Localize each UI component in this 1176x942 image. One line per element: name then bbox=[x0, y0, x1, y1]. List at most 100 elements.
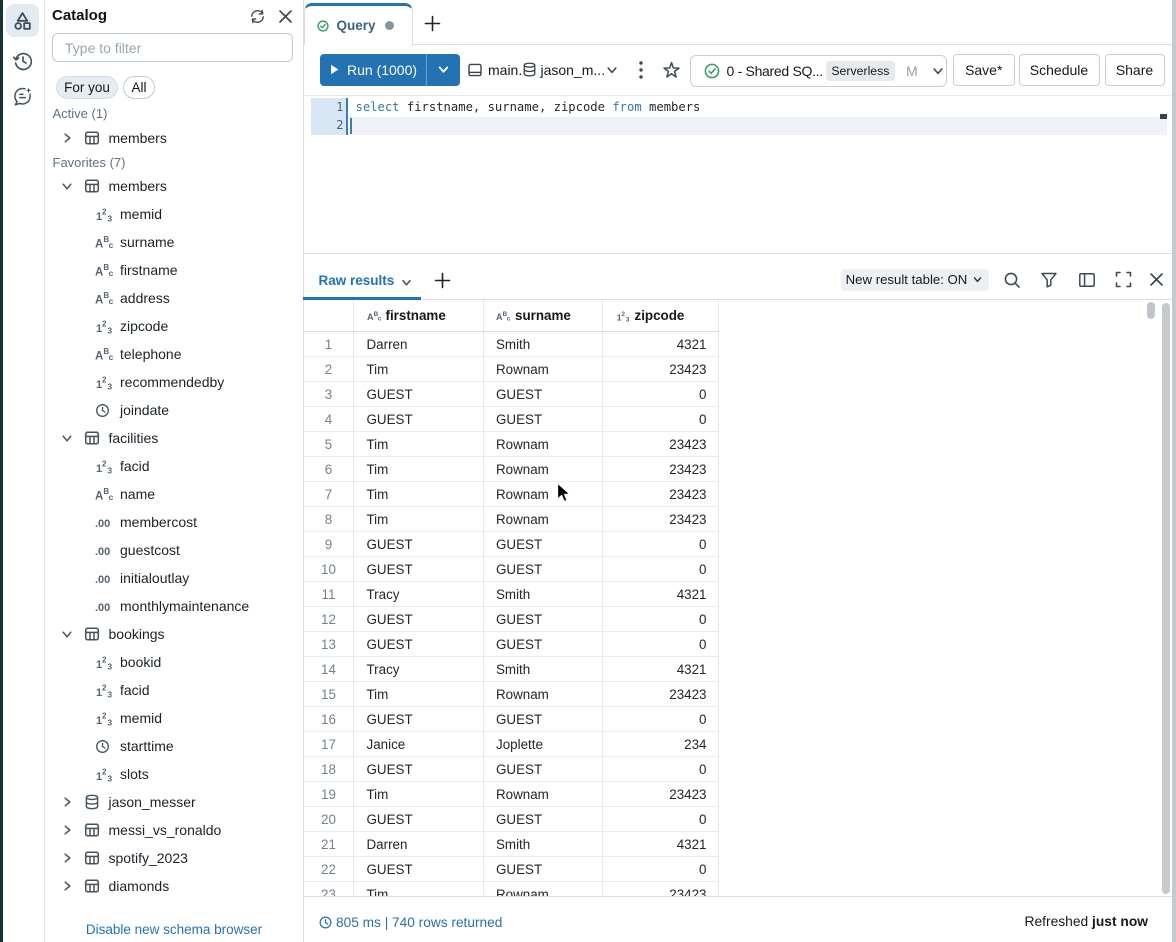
cell-firstname[interactable]: GUEST bbox=[353, 406, 484, 432]
cell-zipcode[interactable]: 23423 bbox=[602, 506, 719, 532]
grid-row-15[interactable]: 15 Tim Rownam 23423 bbox=[304, 681, 719, 707]
cell-firstname[interactable]: Tracy bbox=[353, 656, 484, 682]
tab-query[interactable]: Query bbox=[303, 3, 413, 45]
cell-surname[interactable]: GUEST bbox=[483, 806, 603, 832]
tree-item-initialoutlay[interactable]: .00 initialoutlay bbox=[45, 564, 303, 592]
grid-row-21[interactable]: 21 Darren Smith 4321 bbox=[304, 831, 719, 857]
grid-row-3[interactable]: 3 GUEST GUEST 0 bbox=[304, 381, 719, 407]
new-result-table-select[interactable]: New result table: ON bbox=[840, 269, 989, 291]
warehouse-selector[interactable]: 0 - Shared SQ... Serverless M bbox=[689, 55, 947, 87]
query-duration-status[interactable]: 805 ms | 740 rows returned bbox=[319, 915, 502, 930]
cell-firstname[interactable]: GUEST bbox=[353, 756, 484, 782]
chevron-right-icon[interactable] bbox=[61, 852, 73, 864]
cell-surname[interactable]: GUEST bbox=[483, 756, 603, 782]
tree-item-slots[interactable]: 1 2 3 slots bbox=[45, 760, 303, 788]
grid-row-9[interactable]: 9 GUEST GUEST 0 bbox=[304, 531, 719, 557]
close-results-icon[interactable] bbox=[1148, 271, 1166, 289]
cell-zipcode[interactable]: 23423 bbox=[602, 781, 719, 807]
cell-firstname[interactable]: Tim bbox=[353, 456, 484, 482]
refresh-icon[interactable] bbox=[249, 8, 266, 25]
cell-zipcode[interactable]: 4321 bbox=[602, 656, 719, 682]
grid-row-18[interactable]: 18 GUEST GUEST 0 bbox=[304, 756, 719, 782]
grid-row-17[interactable]: 17 Janice Joplette 234 bbox=[304, 731, 719, 757]
grid-row-14[interactable]: 14 Tracy Smith 4321 bbox=[304, 656, 719, 682]
kebab-menu-button[interactable] bbox=[631, 54, 651, 86]
cell-surname[interactable]: Rownam bbox=[483, 681, 603, 707]
cell-zipcode[interactable]: 23423 bbox=[602, 431, 719, 457]
grid-row-20[interactable]: 20 GUEST GUEST 0 bbox=[304, 806, 719, 832]
tree-item-guestcost[interactable]: .00 guestcost bbox=[45, 536, 303, 564]
editor-results-splitter[interactable] bbox=[304, 252, 1172, 254]
tree-item-facid[interactable]: 1 2 3 facid bbox=[45, 676, 303, 704]
rail-assistant-button[interactable] bbox=[6, 79, 39, 112]
schema-selector[interactable]: jason_m... bbox=[522, 54, 605, 86]
grid-row-23[interactable]: 23 Tim Rownam 23423 bbox=[304, 881, 719, 896]
grid-row-10[interactable]: 10 GUEST GUEST 0 bbox=[304, 556, 719, 582]
cell-firstname[interactable]: GUEST bbox=[353, 606, 484, 632]
cell-firstname[interactable]: GUEST bbox=[353, 531, 484, 557]
chevron-down-icon[interactable] bbox=[61, 432, 73, 444]
cell-zipcode[interactable]: 0 bbox=[602, 556, 719, 582]
cell-firstname[interactable]: Janice bbox=[353, 731, 484, 757]
cell-surname[interactable]: Rownam bbox=[483, 506, 603, 532]
cell-firstname[interactable]: Tim bbox=[353, 506, 484, 532]
grid-row-16[interactable]: 16 GUEST GUEST 0 bbox=[304, 706, 719, 732]
cell-zipcode[interactable]: 23423 bbox=[602, 481, 719, 507]
side-panel-icon[interactable] bbox=[1078, 271, 1096, 289]
cell-zipcode[interactable]: 0 bbox=[602, 756, 719, 782]
cell-zipcode[interactable]: 0 bbox=[602, 706, 719, 732]
cell-firstname[interactable]: Tim bbox=[353, 481, 484, 507]
cell-surname[interactable]: GUEST bbox=[483, 406, 603, 432]
catalog-selector[interactable]: main. bbox=[467, 54, 522, 86]
grid-row-1[interactable]: 1 Darren Smith 4321 bbox=[304, 331, 719, 357]
filter-icon[interactable] bbox=[1040, 271, 1058, 289]
grid-row-6[interactable]: 6 Tim Rownam 23423 bbox=[304, 456, 719, 482]
close-icon[interactable] bbox=[277, 8, 294, 25]
window-scrollbar[interactable] bbox=[1171, 0, 1176, 942]
save-button[interactable]: Save* bbox=[953, 53, 1015, 86]
cell-zipcode[interactable]: 4321 bbox=[602, 581, 719, 607]
grid-row-22[interactable]: 22 GUEST GUEST 0 bbox=[304, 856, 719, 882]
cell-surname[interactable]: Rownam bbox=[483, 456, 603, 482]
cell-firstname[interactable]: GUEST bbox=[353, 806, 484, 832]
schedule-button[interactable]: Schedule bbox=[1018, 53, 1100, 86]
cell-firstname[interactable]: GUEST bbox=[353, 631, 484, 657]
tree-item-members[interactable]: members bbox=[45, 172, 303, 200]
cell-zipcode[interactable]: 0 bbox=[602, 531, 719, 557]
rail-catalog-button[interactable] bbox=[6, 4, 39, 37]
column-header-zipcode[interactable]: 1 2 3 zipcode bbox=[602, 300, 719, 332]
cell-firstname[interactable]: Tim bbox=[353, 681, 484, 707]
tree-item-bookid[interactable]: 1 2 3 bookid bbox=[45, 648, 303, 676]
grid-row-4[interactable]: 4 GUEST GUEST 0 bbox=[304, 406, 719, 432]
raw-results-tab[interactable]: Raw results bbox=[318, 273, 395, 288]
chevron-right-icon[interactable] bbox=[61, 824, 73, 836]
filter-pill-for-you[interactable]: For you bbox=[56, 76, 118, 99]
chevron-down-icon[interactable] bbox=[61, 180, 73, 192]
cell-firstname[interactable]: Tim bbox=[353, 881, 484, 896]
chevron-right-icon[interactable] bbox=[61, 796, 73, 808]
rail-history-button[interactable] bbox=[6, 44, 39, 77]
cell-firstname[interactable]: Tim bbox=[353, 431, 484, 457]
run-dropdown-button[interactable] bbox=[427, 63, 459, 76]
cell-firstname[interactable]: Tracy bbox=[353, 581, 484, 607]
cell-surname[interactable]: GUEST bbox=[483, 631, 603, 657]
cell-firstname[interactable]: GUEST bbox=[353, 381, 484, 407]
cell-surname[interactable]: Rownam bbox=[483, 356, 603, 382]
cell-surname[interactable]: Smith bbox=[483, 831, 603, 857]
tree-item-facid[interactable]: 1 2 3 facid bbox=[45, 452, 303, 480]
tree-item-starttime[interactable]: starttime bbox=[45, 732, 303, 760]
cell-firstname[interactable]: GUEST bbox=[353, 556, 484, 582]
grid-row-5[interactable]: 5 Tim Rownam 23423 bbox=[304, 431, 719, 457]
cell-surname[interactable]: Smith bbox=[483, 581, 603, 607]
favorite-star-button[interactable] bbox=[660, 54, 682, 86]
cell-surname[interactable]: Rownam bbox=[483, 881, 603, 896]
tree-item-memid[interactable]: 1 2 3 memid bbox=[45, 200, 303, 228]
cell-firstname[interactable]: Tim bbox=[353, 781, 484, 807]
cell-zipcode[interactable]: 23423 bbox=[602, 881, 719, 896]
grid-row-7[interactable]: 7 Tim Rownam 23423 bbox=[304, 481, 719, 507]
new-tab-button[interactable] bbox=[424, 15, 441, 32]
filter-pill-all[interactable]: All bbox=[123, 76, 155, 99]
results-scrollbar-thumb[interactable] bbox=[1162, 302, 1170, 894]
